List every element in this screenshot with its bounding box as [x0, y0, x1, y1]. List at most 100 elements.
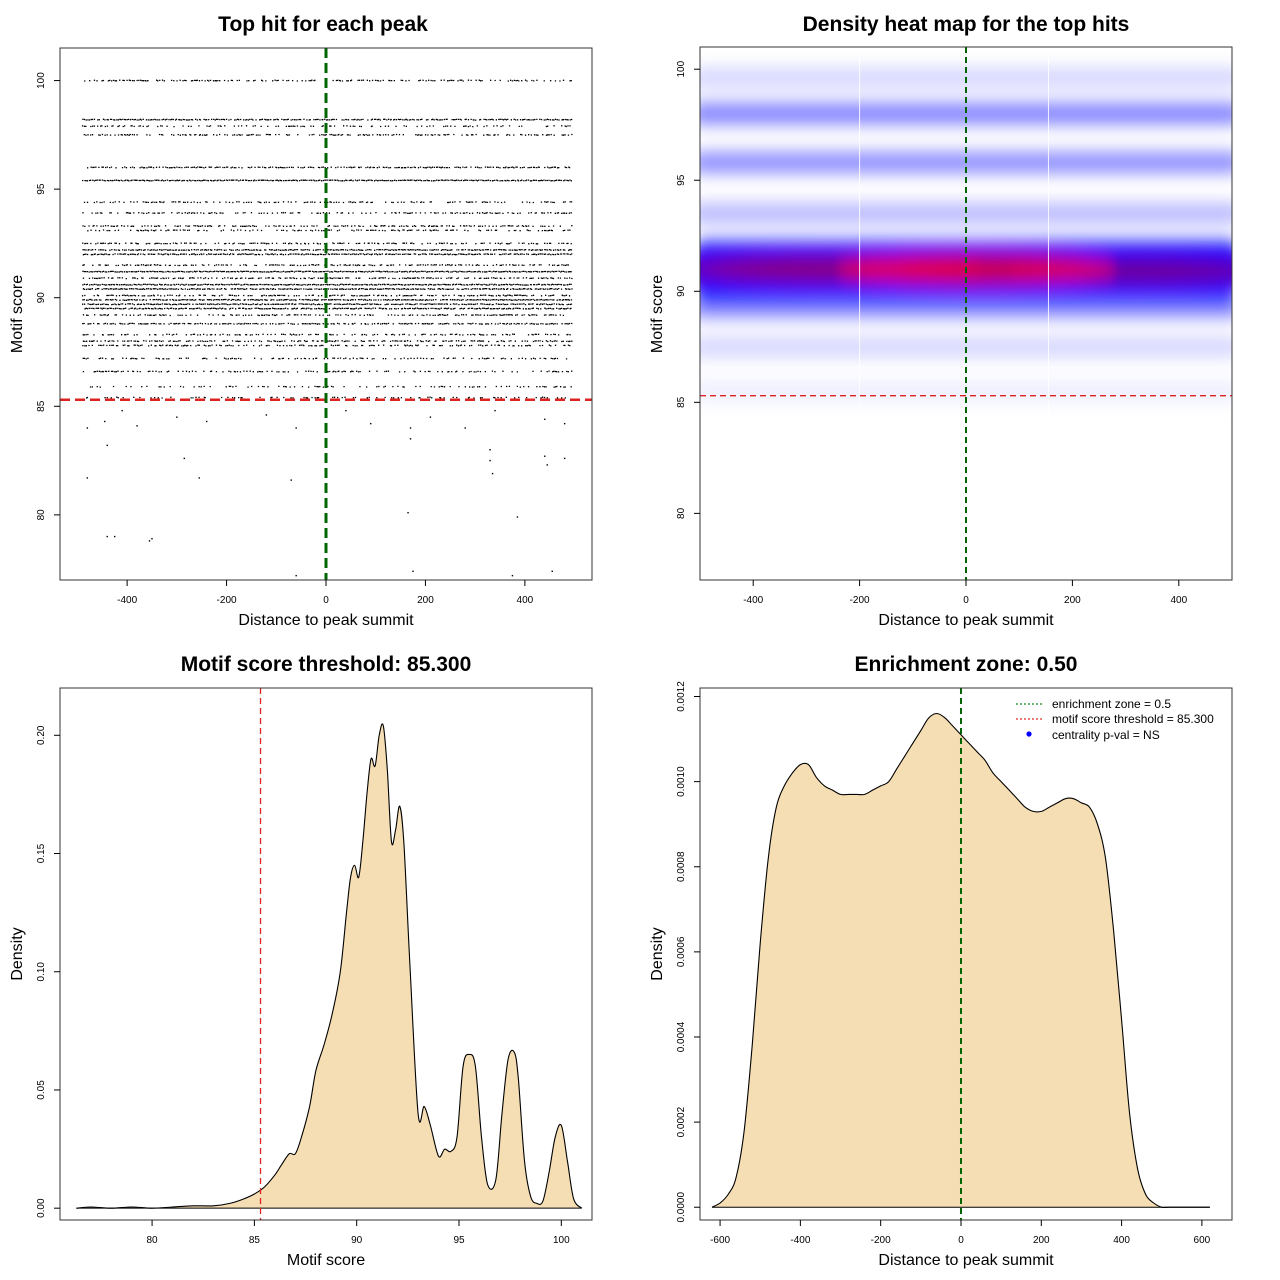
- scatter-score-level-4: [87, 166, 571, 169]
- score-density-frame: [59, 687, 593, 1221]
- scatter-point: [290, 479, 292, 481]
- scatter-score-level-18: [81, 294, 571, 297]
- distance-density-xlabel: Distance to peak summit: [878, 1252, 1054, 1269]
- distance-density-ytick-label: 0.0004: [676, 1021, 687, 1052]
- score-density-xlabel: Motif score: [287, 1252, 365, 1269]
- score-density-ytick-label: 0.00: [36, 1198, 47, 1218]
- score-density-plot: [76, 688, 583, 1220]
- scatter-score-level-7: [82, 211, 572, 215]
- heatmap-ytick-label: 95: [676, 174, 687, 186]
- scatter-score-level-20: [82, 303, 573, 306]
- scatter-xlabel: Distance to peak summit: [238, 612, 414, 629]
- score-density-curve: [76, 723, 583, 1209]
- scatter-point: [511, 574, 514, 577]
- scatter-score-level-30: [86, 396, 566, 399]
- scatter-point: [151, 538, 153, 540]
- distance-density-xtick-label: -400: [790, 1235, 810, 1246]
- scatter-point: [86, 477, 89, 479]
- scatter-point: [544, 418, 546, 421]
- panel-score-density: Motif score threshold: 85.300 80 85 90 95 10…: [9, 653, 593, 1269]
- scatter-score-level-15: [82, 277, 573, 280]
- heatmap-band-5: [700, 297, 1232, 316]
- scatter-point: [494, 409, 496, 412]
- scatter-point: [295, 574, 297, 577]
- distance-density-xtick-label: 600: [1194, 1235, 1211, 1246]
- score-density-ylabel: Density: [9, 927, 26, 980]
- distance-density-ytick-label: 0.0008: [676, 851, 687, 882]
- scatter-point: [106, 444, 108, 447]
- score-density-xtick-label: 85: [249, 1235, 261, 1246]
- scatter-xtick-label: 400: [517, 595, 534, 606]
- scatter-point: [295, 427, 297, 429]
- scatter-score-level-10: [82, 242, 572, 245]
- scatter-point: [148, 540, 151, 542]
- distance-density-xtick-label: 400: [1113, 1235, 1130, 1246]
- heatmap-xlabel: Distance to peak summit: [878, 612, 1054, 629]
- heatmap-xtick-label: -200: [850, 595, 870, 606]
- score-density-xtick-label: 90: [351, 1235, 363, 1246]
- heatmap-ytick-label: 85: [676, 396, 687, 408]
- scatter-score-level-1: [82, 118, 573, 121]
- scatter-point: [183, 457, 185, 460]
- scatter-score-level-6: [83, 201, 573, 204]
- score-density-ytick-label: 0.20: [36, 725, 47, 745]
- scatter-point: [551, 570, 553, 573]
- distance-density-ytick-label: 0.0006: [676, 936, 687, 967]
- scatter-score-level-5: [82, 179, 572, 182]
- scatter-point: [136, 425, 138, 427]
- scatter-point: [205, 420, 208, 423]
- scatter-point: [265, 414, 268, 416]
- scatter-point: [491, 472, 494, 475]
- heatmap-ytick-label: 90: [676, 285, 687, 297]
- scatter-score-level-28: [82, 370, 573, 373]
- heatmap-band-1: [700, 104, 1232, 123]
- scatter-score-level-19: [82, 298, 573, 301]
- scatter-score-level-0: [84, 79, 572, 82]
- legend-pval-marker: [1026, 731, 1032, 737]
- scatter-point: [489, 459, 491, 462]
- scatter-xtick-label: -200: [217, 595, 237, 606]
- score-density-xtick-label: 100: [553, 1235, 570, 1246]
- distance-density-title: Enrichment zone: 0.50: [855, 653, 1078, 676]
- legend-enrichment-label: enrichment zone = 0.5: [1052, 697, 1171, 711]
- scatter-score-level-25: [82, 340, 573, 343]
- legend: enrichment zone = 0.5 motif score thresh…: [1016, 697, 1214, 742]
- scatter-ylabel: Motif score: [9, 275, 26, 353]
- heatmap-xtick-label: -400: [743, 595, 763, 606]
- distance-density-ytick-label: 0.0012: [676, 681, 687, 712]
- scatter-point: [106, 535, 108, 538]
- heatmap-xtick-label: 0: [963, 595, 969, 606]
- heatmap-band-6: [700, 337, 1232, 356]
- distance-density-axes: -600 -400 -200 0 200 400 600 0.0000 0.0002 0.0004…: [676, 681, 1211, 1246]
- scatter-ytick-label: 90: [36, 292, 47, 304]
- distance-density-xtick-label: 200: [1033, 1235, 1050, 1246]
- scatter-score-level-9: [87, 229, 571, 232]
- scatter-score-level-16: [82, 283, 572, 286]
- heatmap-ytick-label: 80: [676, 507, 687, 519]
- scatter-point: [546, 464, 548, 466]
- heatmap-xtick-label: 200: [1064, 595, 1081, 606]
- scatter-score-level-14: [82, 270, 572, 273]
- distance-density-xtick-label: -200: [871, 1235, 891, 1246]
- heatmap-core-right: [1006, 260, 1232, 283]
- distance-density-ytick-label: 0.0000: [676, 1192, 687, 1223]
- legend-pval-label: centrality p-val = NS: [1052, 728, 1160, 742]
- heatmap-ylabel: Motif score: [649, 275, 666, 353]
- scatter-point: [563, 422, 566, 425]
- scatter-point: [429, 416, 432, 418]
- heatmap-xtick-label: 400: [1170, 595, 1187, 606]
- scatter-score-level-12: [82, 253, 573, 256]
- distance-density-ytick-label: 0.0010: [676, 766, 687, 797]
- scatter-point: [113, 535, 116, 538]
- panel-scatter: Top hit for each peak -400 -200 0 200 400 80 8…: [9, 13, 593, 629]
- scatter-score-level-17: [82, 287, 573, 291]
- scatter-points: [60, 48, 592, 580]
- scatter-point: [489, 449, 491, 451]
- heatmap-overlay: [700, 47, 1232, 580]
- scatter-score-level-27: [82, 357, 568, 360]
- distance-density-ylabel: Density: [649, 927, 666, 980]
- scatter-point: [104, 420, 106, 423]
- scatter-point: [464, 427, 466, 429]
- scatter-score-level-2: [81, 125, 571, 128]
